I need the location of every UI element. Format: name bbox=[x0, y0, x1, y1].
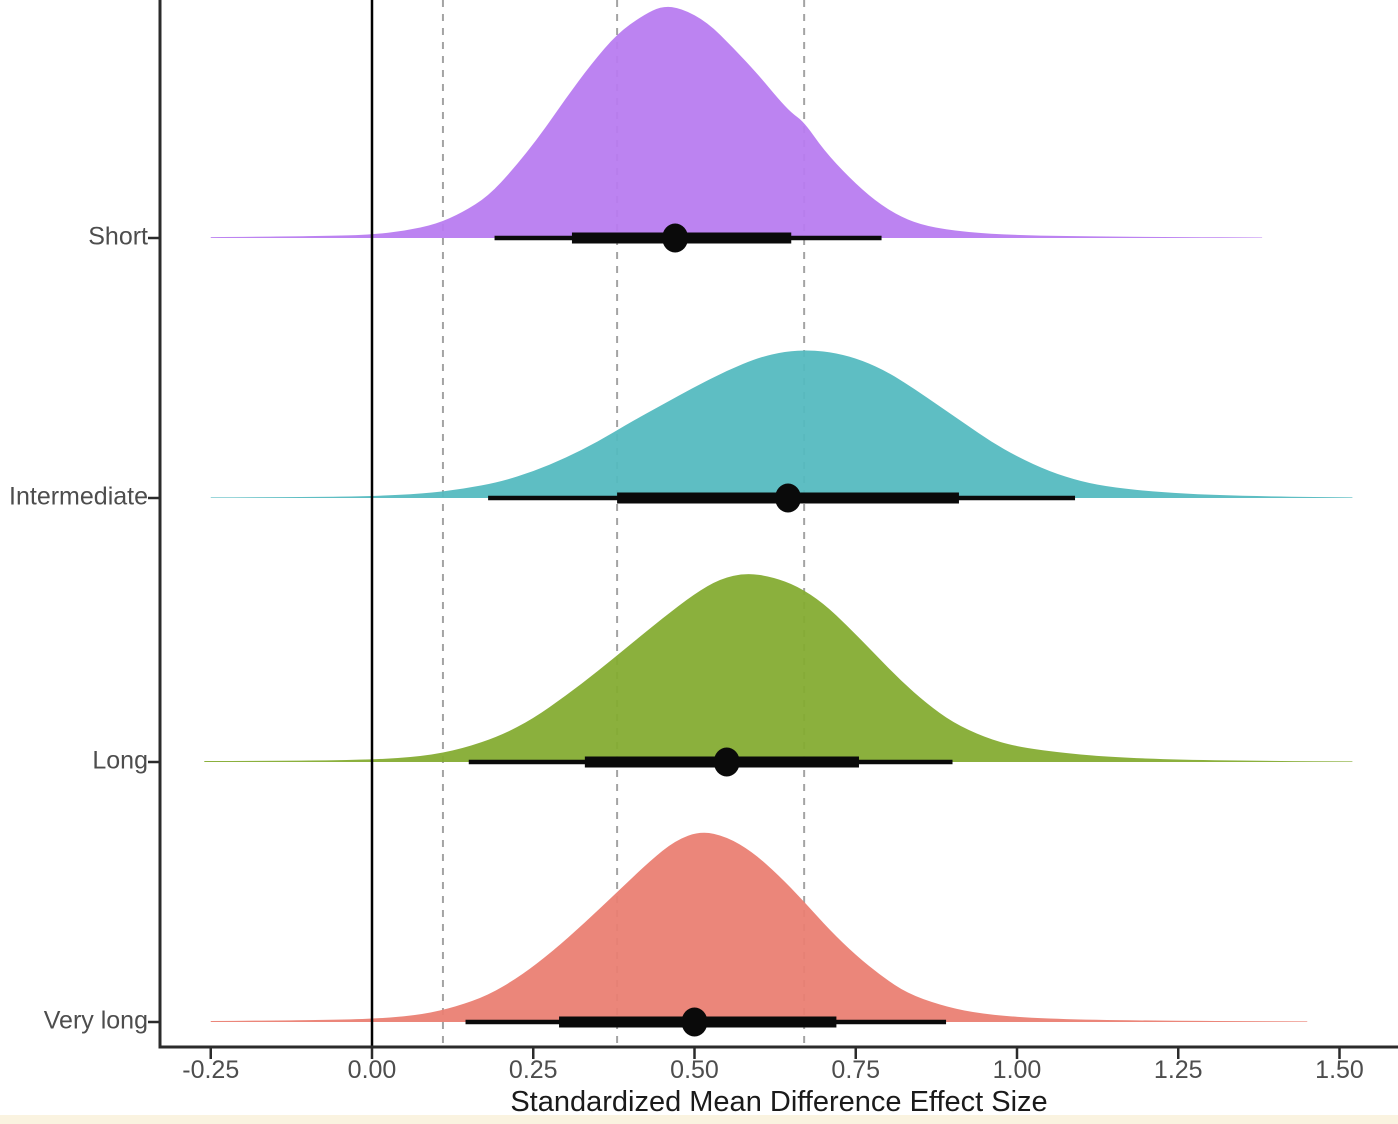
category-label: Short bbox=[88, 222, 148, 251]
x-tick-label: -0.25 bbox=[182, 1056, 240, 1084]
bottom-edge-strip bbox=[0, 1115, 1398, 1124]
category-label: Long bbox=[92, 746, 148, 775]
median-point bbox=[713, 747, 740, 777]
median-point bbox=[775, 483, 802, 513]
median-point bbox=[662, 223, 689, 253]
median-point bbox=[681, 1007, 708, 1037]
category-label: Intermediate bbox=[9, 482, 148, 511]
density-area-long bbox=[204, 574, 1353, 762]
x-tick-label: 1.50 bbox=[1315, 1056, 1364, 1084]
density-area-intermediate bbox=[210, 350, 1353, 498]
x-tick-label: 0.25 bbox=[508, 1056, 558, 1084]
x-tick-label: 0.50 bbox=[670, 1056, 719, 1084]
density-area-short bbox=[210, 6, 1263, 239]
x-tick-label: 1.00 bbox=[992, 1056, 1042, 1084]
x-tick-label: 0.00 bbox=[347, 1056, 397, 1084]
category-label: Very long bbox=[43, 1006, 148, 1035]
x-axis-title: Standardized Mean Difference Effect Size bbox=[510, 1086, 1048, 1118]
density-area-very-long bbox=[210, 832, 1308, 1022]
x-tick-label: 1.25 bbox=[1153, 1056, 1203, 1084]
x-tick-label: 0.75 bbox=[831, 1056, 881, 1084]
